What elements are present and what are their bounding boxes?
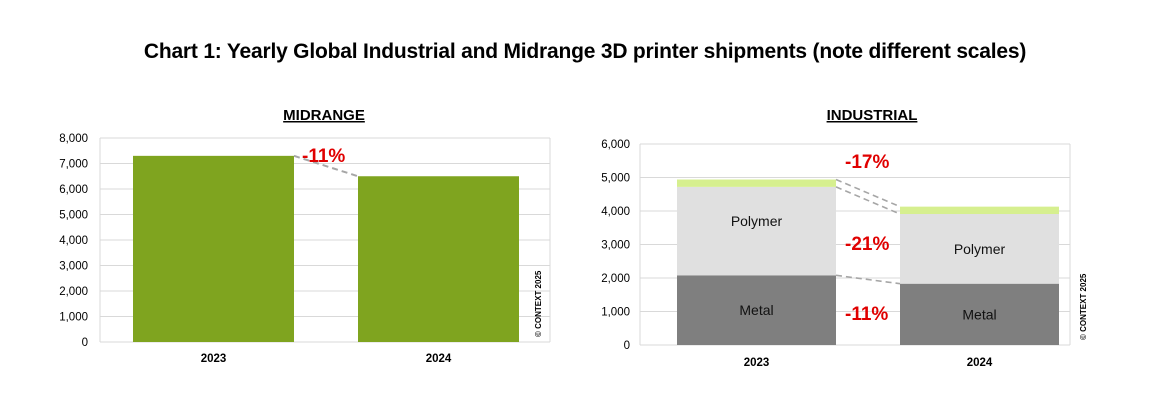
x-tick-label: 2024 [967,357,993,369]
change-connector [835,186,901,215]
y-tick-label: 3,000 [59,261,88,273]
panel-title-industrial: INDUSTRIAL [827,107,918,124]
bar-segment-metal-2024 [900,283,1059,345]
y-tick-label: 7,000 [59,159,88,171]
y-tick-label: 1,000 [601,307,630,319]
y-tick-label: 5,000 [601,173,630,185]
page-title: Chart 1: Yearly Global Industrial and Mi… [143,40,1027,63]
x-tick-label: 2023 [744,357,770,369]
x-tick-label: 2024 [426,353,452,365]
segment-label-metal: Metal [962,306,996,322]
y-tick-label: 2,000 [601,273,630,285]
y-tick-label: 2,000 [59,286,88,298]
segment-label-metal: Metal [739,302,773,318]
bar-segment-polymer-2023 [677,186,836,276]
change-connector [293,154,359,178]
change-annotation-total: -17% [845,152,889,173]
bar-2024 [358,176,519,342]
change-annotation: -11% [302,146,345,167]
bar-2023 [133,155,294,342]
change-annotation-polymer: -21% [845,234,889,255]
bar-segment-polymer-2024 [900,214,1059,284]
x-tick-label: 2023 [201,353,227,365]
segment-label-polymer: Polymer [954,241,1006,257]
copyright-label: © CONTEXT 2025 [534,270,543,337]
copyright-label: © CONTEXT 2025 [1079,273,1088,340]
panel-title-midrange: MIDRANGE [283,107,365,124]
y-tick-label: 0 [624,340,630,352]
bar-segment-metal-2023 [677,275,836,345]
y-tick-label: 4,000 [59,235,88,247]
y-tick-label: 4,000 [601,206,630,218]
y-tick-label: 1,000 [59,312,88,324]
change-annotation-metal: -11% [845,304,888,325]
change-connector [835,274,901,285]
y-tick-label: 6,000 [601,139,630,151]
segment-label-polymer: Polymer [731,213,783,229]
bar-segment-other-2024 [900,206,1059,215]
bar-segment-other-2023 [677,179,836,187]
y-tick-label: 3,000 [601,240,630,252]
y-tick-label: 0 [82,337,88,349]
y-tick-label: 5,000 [59,210,88,222]
change-connector [835,178,901,208]
y-tick-label: 6,000 [59,184,88,196]
y-tick-label: 8,000 [59,133,88,145]
